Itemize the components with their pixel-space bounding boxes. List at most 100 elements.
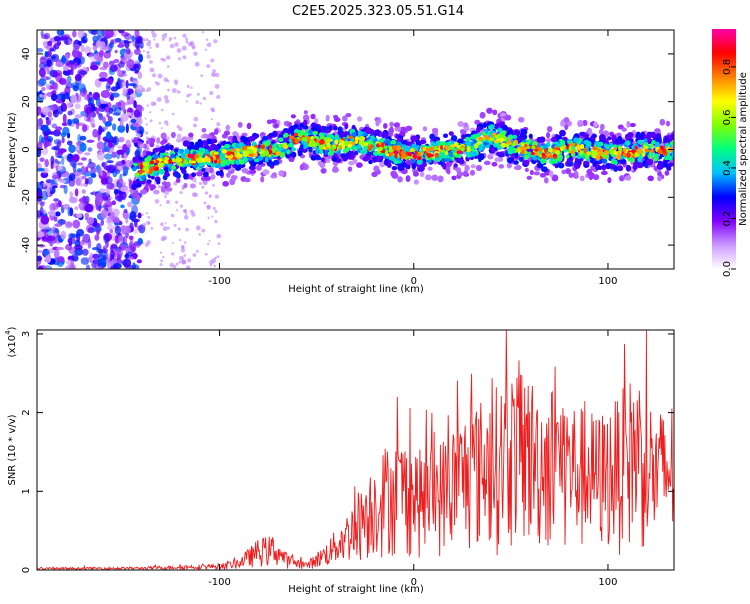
spectrogram-faint-point bbox=[208, 239, 211, 242]
spectrogram-noise-point bbox=[120, 103, 126, 112]
spectrogram-trace-point bbox=[303, 119, 308, 127]
spectrogram-faint-point bbox=[141, 213, 144, 216]
spectrogram-trace-point bbox=[163, 159, 169, 164]
spectrogram-trace-point bbox=[302, 114, 310, 121]
spectrogram-noise-point bbox=[38, 117, 43, 127]
spectrogram-faint-point bbox=[176, 137, 181, 143]
spectrogram-noise-point bbox=[98, 113, 104, 121]
spectrogram-trace-point bbox=[304, 136, 308, 143]
spectrogram-trace-point bbox=[293, 120, 301, 125]
spectrogram-faint-point bbox=[160, 108, 164, 112]
spectrogram-trace-point bbox=[302, 124, 309, 130]
spectrogram-trace-point bbox=[286, 149, 291, 155]
spectrogram-noise-point bbox=[110, 232, 116, 242]
spectrogram-trace-point bbox=[348, 135, 354, 140]
spectrogram-faint-point bbox=[163, 195, 167, 198]
spectrogram-noise-point bbox=[136, 259, 142, 264]
spectrogram-ytick-label: -40 bbox=[21, 237, 32, 253]
spectrogram-noise-point bbox=[41, 87, 46, 92]
spectrogram-trace-point bbox=[175, 157, 181, 163]
spectrogram-trace-point bbox=[184, 173, 189, 178]
spectrogram-trace-point bbox=[312, 130, 319, 135]
spectrogram-trace-point bbox=[271, 147, 277, 153]
spectrogram-trace-point bbox=[592, 161, 597, 167]
spectrogram-noise-point bbox=[53, 198, 59, 202]
spectrogram-trace-point bbox=[626, 121, 631, 128]
spectrogram-noise-point bbox=[125, 217, 129, 224]
spectrogram-trace-point bbox=[429, 146, 435, 152]
spectrogram-noise-point bbox=[63, 34, 70, 39]
spectrogram-trace-point bbox=[506, 162, 513, 169]
spectrogram-trace-point bbox=[646, 158, 654, 166]
spectrogram-trace-point bbox=[364, 154, 371, 161]
spectrogram-trace-point bbox=[189, 183, 196, 189]
spectrogram-trace-point bbox=[616, 154, 622, 160]
spectrogram-trace-point bbox=[152, 154, 159, 159]
spectrogram-faint-point bbox=[166, 226, 170, 230]
spectrogram-noise-point bbox=[113, 59, 120, 64]
spectrogram-trace-point bbox=[402, 144, 407, 149]
spectrogram-noise-point bbox=[68, 144, 76, 154]
spectrogram-noise-point bbox=[127, 144, 132, 148]
spectrogram-trace-point bbox=[319, 162, 326, 169]
spectrogram-noise-point bbox=[133, 228, 139, 235]
colorbar-gradient bbox=[712, 29, 736, 269]
spectrogram-trace-point bbox=[367, 145, 373, 152]
spectrogram-noise-point bbox=[104, 153, 113, 160]
spectrogram-trace-point bbox=[169, 144, 174, 151]
spectrogram-trace-point bbox=[332, 156, 337, 162]
spectrogram-trace-point bbox=[470, 164, 476, 169]
spectrogram-noise-point bbox=[55, 61, 64, 68]
spectrogram-noise-point bbox=[96, 141, 105, 150]
spectrogram-faint-point bbox=[179, 204, 183, 208]
spectrogram-noise-point bbox=[68, 174, 73, 181]
spectrogram-trace-point bbox=[268, 132, 275, 137]
spectrogram-trace-point bbox=[255, 164, 262, 171]
spectrogram-noise-point bbox=[90, 167, 97, 175]
spectrogram-trace-point bbox=[206, 138, 212, 145]
spectrogram-trace-point bbox=[529, 170, 534, 176]
spectrogram-faint-point bbox=[204, 48, 207, 51]
spectrogram-faint-point bbox=[213, 39, 218, 44]
spectrogram-noise-point bbox=[112, 218, 121, 223]
spectrogram-noise-point bbox=[108, 78, 113, 85]
spectrogram-noise-point bbox=[128, 83, 137, 87]
spectrogram-trace-point bbox=[507, 150, 513, 155]
snr-ylabel: SNR (10 * v/v) bbox=[7, 414, 18, 485]
spectrogram-trace-point bbox=[518, 156, 524, 162]
spectrogram-noise-point bbox=[132, 122, 140, 128]
spectrogram-trace-point bbox=[617, 136, 623, 141]
spectrogram-noise-point bbox=[134, 150, 141, 158]
spectrogram-trace-point bbox=[578, 121, 584, 126]
spectrogram-trace-point bbox=[598, 141, 604, 147]
spectrogram-trace-point bbox=[618, 145, 622, 151]
spectrogram-trace-point bbox=[408, 151, 412, 157]
spectrogram-faint-point bbox=[168, 39, 171, 42]
spectrogram-trace-point bbox=[439, 145, 444, 151]
spectrogram-trace-point bbox=[512, 134, 518, 140]
spectrogram-noise-point bbox=[51, 174, 59, 180]
spectrogram-noise-point bbox=[50, 182, 59, 187]
spectrogram-faint-point bbox=[185, 37, 188, 41]
spectrogram-trace-point bbox=[448, 131, 454, 136]
spectrogram-noise-point bbox=[45, 83, 51, 90]
spectrogram-trace-point bbox=[534, 151, 540, 156]
spectrogram-noise-point bbox=[68, 178, 76, 187]
spectrogram-faint-point bbox=[201, 228, 206, 233]
spectrogram-trace-point bbox=[600, 170, 608, 176]
spectrogram-trace-point bbox=[498, 164, 505, 169]
spectrogram-noise-point bbox=[37, 47, 44, 53]
spectrogram-trace-point bbox=[557, 162, 565, 169]
spectrogram-trace-point bbox=[131, 166, 137, 172]
spectrogram-trace-point bbox=[226, 151, 232, 156]
spectrogram-trace-point bbox=[271, 172, 277, 177]
spectrogram-trace-point bbox=[634, 145, 638, 150]
spectrogram-noise-point bbox=[61, 122, 68, 127]
spectrogram-noise-point bbox=[37, 249, 44, 254]
spectrogram-trace-point bbox=[463, 122, 469, 128]
spectrogram-trace-point bbox=[552, 153, 557, 158]
spectrogram-noise-point bbox=[92, 35, 99, 43]
spectrogram-noise-point bbox=[78, 70, 88, 76]
spectrogram-noise-point bbox=[51, 93, 58, 102]
